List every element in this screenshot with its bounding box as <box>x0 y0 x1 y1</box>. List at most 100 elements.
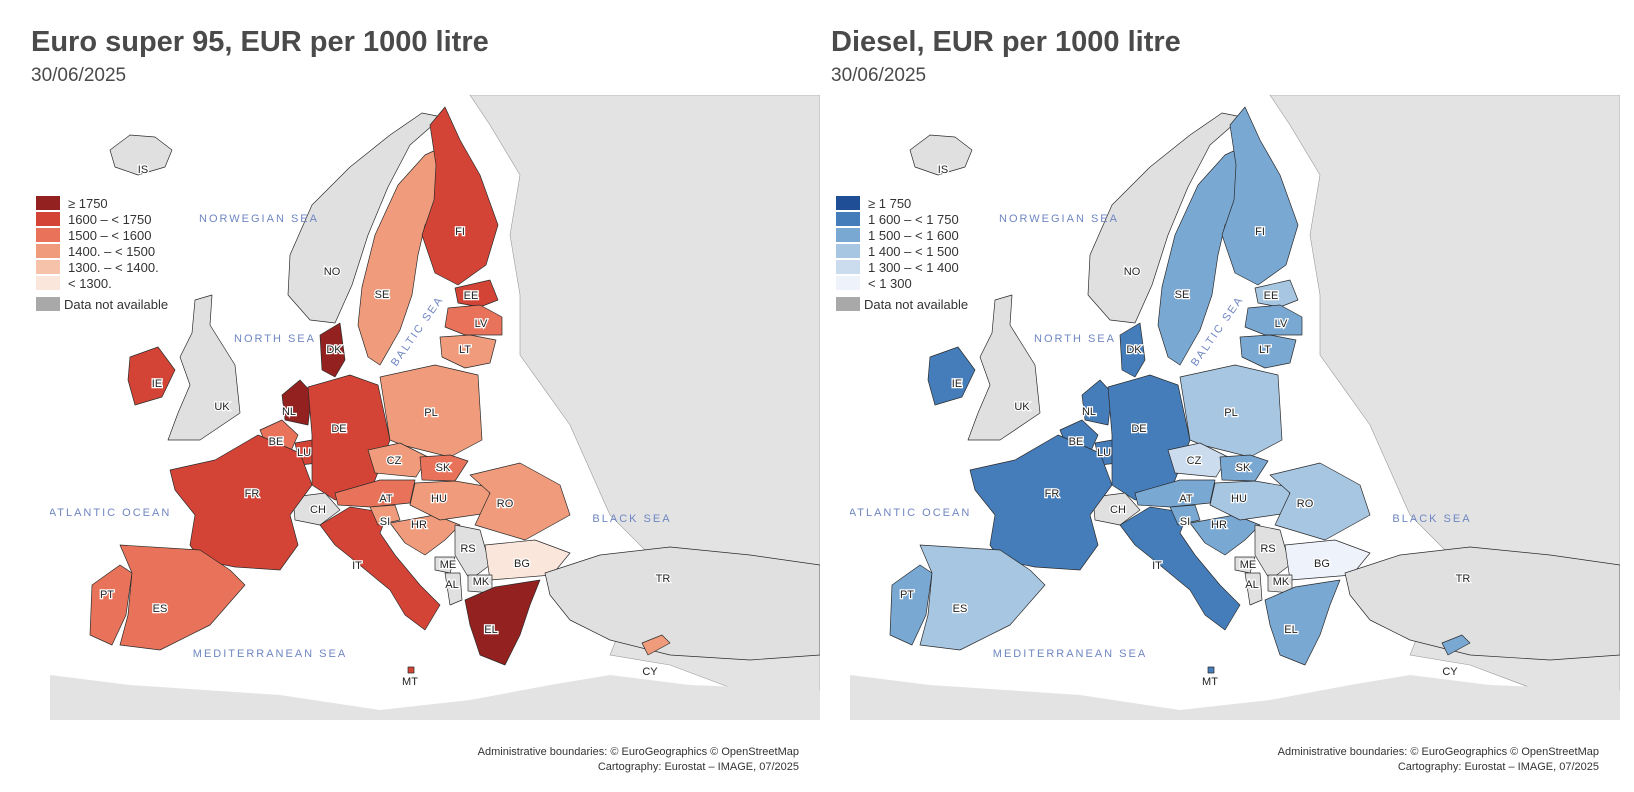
legend-label: ≥ 1750 <box>68 195 108 211</box>
country-label: BE <box>269 436 284 448</box>
country-tr <box>544 546 820 661</box>
legend-label: Data not available <box>64 296 169 312</box>
map-date: 30/06/2025 <box>831 65 927 86</box>
country-fr <box>969 434 1113 571</box>
country-label: PT <box>100 589 114 601</box>
country-lt <box>1239 334 1297 369</box>
country-de <box>1107 374 1191 501</box>
country-label: CH <box>1110 504 1126 516</box>
country-tr <box>1344 546 1620 661</box>
country-label: AL <box>445 579 458 591</box>
background-land <box>850 675 1620 720</box>
legend-swatch <box>36 212 60 226</box>
country-si <box>1169 504 1201 526</box>
country-label: FR <box>1045 488 1060 500</box>
country-label: HU <box>431 493 447 505</box>
country-label: PL <box>1224 407 1237 419</box>
legend-item: 1 300 – < 1 400 <box>836 259 968 275</box>
country-hu <box>1209 480 1291 521</box>
country-label: SI <box>1180 516 1190 528</box>
country-nl <box>281 379 313 426</box>
sea-label: NORTH SEA <box>234 333 316 345</box>
legend-label: 1500 – < 1600 <box>68 227 152 243</box>
legend-item: 1600 – < 1750 <box>36 211 168 227</box>
country-label: SK <box>1236 462 1251 474</box>
legend-label: 1400. – < 1500 <box>68 243 156 259</box>
legend-swatch <box>36 276 60 290</box>
map-panel-petrol: Euro super 95, EUR per 1000 litre 30/06/… <box>31 26 820 773</box>
sea-label: NORTH SEA <box>1034 333 1116 345</box>
legend-item: ≥ 1 750 <box>836 195 968 211</box>
country-label: CZ <box>1187 455 1202 467</box>
country-dk <box>1119 322 1146 378</box>
country-label: CH <box>310 504 326 516</box>
credit-line: Administrative boundaries: © EuroGeograp… <box>477 746 799 758</box>
sea-label: ATLANTIC OCEAN <box>850 507 971 519</box>
country-label: MK <box>1273 576 1290 588</box>
legend-item: ≥ 1750 <box>36 195 168 211</box>
country-label: ES <box>953 603 968 615</box>
legend-swatch <box>836 260 860 274</box>
sea-label: MEDITERRANEAN SEA <box>993 648 1147 660</box>
country-label: RO <box>1297 498 1314 510</box>
country-no <box>1087 112 1243 324</box>
country-label: LU <box>1097 447 1111 459</box>
legend: ≥ 1750 1600 – < 1750 1500 – < 1600 1400. – … <box>36 195 168 312</box>
country-label: LT <box>1259 344 1271 356</box>
country-label: SE <box>375 289 390 301</box>
country-label: AT <box>379 493 393 505</box>
country-label: RO <box>497 498 514 510</box>
country-is <box>109 134 173 176</box>
country-cy <box>641 634 671 656</box>
country-sk <box>1219 454 1269 482</box>
country-label: TR <box>1456 573 1471 585</box>
country-hu <box>409 480 491 521</box>
credit-line: Cartography: Eurostat – IMAGE, 07/2025 <box>1397 761 1599 773</box>
country-label: IS <box>138 164 148 176</box>
legend-item: Data not available <box>36 296 168 312</box>
country-label: EE <box>1264 290 1279 302</box>
legend-item: 1300. – < 1400. <box>36 259 168 275</box>
country-at <box>334 479 416 508</box>
legend-swatch <box>36 196 60 210</box>
legend-label: 1 400 – < 1 500 <box>868 243 959 259</box>
country-label: MT <box>402 676 418 688</box>
map-panel-diesel: Diesel, EUR per 1000 litre 30/06/2025 IS… <box>800 0 1620 792</box>
country-sk <box>419 454 469 482</box>
legend-label: Data not available <box>864 296 969 312</box>
legend-swatch <box>836 276 860 290</box>
legend-swatch <box>836 196 860 210</box>
credit-line: Cartography: Eurostat – IMAGE, 07/2025 <box>597 761 799 773</box>
country-label: LV <box>1275 318 1288 330</box>
country-el <box>464 579 541 666</box>
legend-item: 1 600 – < 1 750 <box>836 211 968 227</box>
country-fi <box>1221 106 1299 286</box>
country-label: MK <box>473 576 490 588</box>
country-label: IE <box>952 378 962 390</box>
country-label: DE <box>1131 423 1146 435</box>
country-pt <box>89 564 133 646</box>
country-dk <box>319 322 346 378</box>
country-el <box>1264 579 1341 666</box>
country-ch <box>292 492 341 526</box>
country-si <box>369 504 401 526</box>
country-rs <box>454 524 491 581</box>
country-label: BG <box>1314 558 1330 570</box>
legend-label: 1300. – < 1400. <box>68 259 159 275</box>
country-label: PL <box>424 407 437 419</box>
country-label: EE <box>464 290 479 302</box>
country-cy <box>1441 634 1471 656</box>
country-uk <box>967 294 1041 441</box>
country-label: UK <box>1014 401 1030 413</box>
country-label: IS <box>938 164 948 176</box>
legend: ≥ 1 750 1 600 – < 1 750 1 500 – < 1 600 1 4… <box>836 195 968 312</box>
country-label: FI <box>1255 226 1265 238</box>
country-lt <box>439 334 497 369</box>
sea-label: ATLANTIC OCEAN <box>50 507 171 519</box>
sea-label: NORWEGIAN SEA <box>999 213 1119 225</box>
country-label: AT <box>1179 493 1193 505</box>
legend-label: ≥ 1 750 <box>868 195 912 211</box>
country-ro <box>1269 462 1371 541</box>
country-label: SE <box>1175 289 1190 301</box>
legend-swatch <box>836 212 860 226</box>
